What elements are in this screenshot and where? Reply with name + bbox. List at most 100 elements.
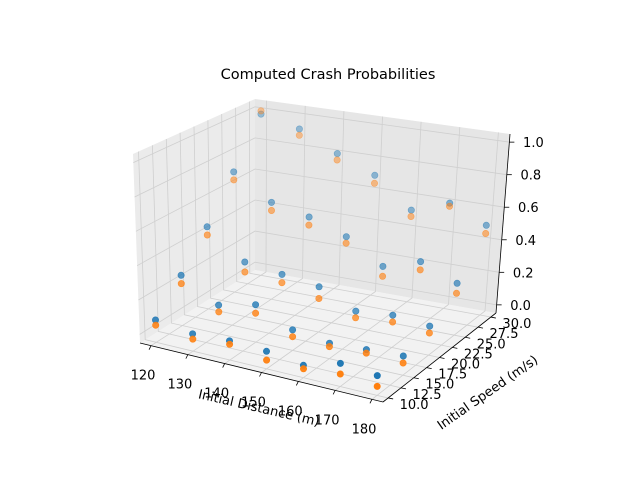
grid-line-y (152, 145, 402, 389)
z-tick-label: 0.2 (513, 266, 534, 281)
data-point-series-2 (336, 370, 344, 378)
data-point-series-2 (373, 382, 381, 390)
data-point-series-1 (417, 258, 425, 266)
data-point-series-2 (315, 294, 323, 302)
data-points (152, 107, 490, 390)
x-tick-mark (148, 345, 152, 350)
grid-line-x (187, 105, 306, 355)
axis-panes (133, 99, 510, 402)
chart-title: Computed Crash Probabilities (221, 67, 436, 83)
x-tick-mark (185, 354, 189, 359)
data-point-series-2 (333, 156, 341, 164)
data-point-series-1 (215, 301, 223, 309)
data-point-series-2 (152, 321, 160, 329)
y-tick-label: 20.0 (451, 358, 480, 373)
data-point-series-1 (289, 326, 297, 334)
grid-line-x (261, 116, 383, 373)
data-point-series-2 (263, 356, 271, 364)
data-point-series-1 (203, 223, 211, 231)
grid-line-x (150, 100, 268, 347)
data-point-series-1 (482, 221, 490, 229)
y-tick-label: 17.5 (438, 368, 467, 383)
data-point-series-1 (230, 168, 238, 176)
data-point-series-1 (389, 311, 397, 319)
grid-line-z (134, 137, 507, 198)
data-point-series-1 (305, 213, 313, 221)
z-axis-line (495, 133, 511, 314)
grid-line-x (334, 127, 461, 391)
y-tick-mark (400, 387, 407, 390)
tick-labels: 120 130 140 150 160 170 180 10.012.515.017.520.… (131, 136, 544, 437)
grid-line-z (135, 168, 505, 232)
y-tick-mark (477, 326, 484, 329)
x-tick-label: 180 (352, 422, 377, 437)
x-tick-mark (259, 372, 262, 377)
data-point-series-2 (362, 349, 370, 357)
y-tick-mark (439, 357, 445, 359)
grid-line-x (298, 121, 422, 382)
data-point-series-2 (257, 107, 265, 115)
data-point-series-2 (352, 314, 360, 322)
data-point-series-1 (295, 125, 303, 133)
data-point-series-1 (399, 352, 407, 360)
grid-line-z (136, 199, 502, 267)
data-point-series-2 (425, 329, 433, 337)
y-tick-mark (465, 336, 471, 339)
floor-pane (140, 270, 496, 402)
y-tick-mark (452, 346, 458, 349)
data-point-series-2 (215, 308, 223, 316)
data-point-series-1 (252, 301, 260, 309)
grid-line-y (249, 101, 491, 318)
grid-line-z (139, 261, 497, 335)
z-tick-label: 0.4 (515, 234, 536, 249)
data-point-series-2 (267, 207, 275, 215)
data-point-series-1 (257, 110, 265, 118)
x-tick-label: 150 (241, 396, 266, 411)
data-point-series-2 (325, 343, 333, 351)
data-point-series-2 (203, 231, 211, 239)
y-tick-mark (490, 316, 496, 319)
grid-line-y (138, 151, 389, 399)
data-point-series-2 (342, 239, 350, 247)
data-point-series-2 (452, 289, 460, 297)
x-tick-mark (295, 381, 299, 386)
data-point-series-2 (379, 272, 387, 280)
y-tick-label: 30.0 (502, 317, 531, 332)
data-point-series-1 (352, 307, 360, 315)
x-tick-label: 170 (315, 413, 340, 428)
y-tick-label: 22.5 (464, 347, 493, 362)
data-point-series-1 (267, 198, 275, 206)
grid-line-y (235, 107, 479, 328)
data-point-series-1 (262, 347, 270, 355)
x-tick-label: 130 (167, 378, 192, 393)
y-tick-label: 25.0 (477, 337, 506, 352)
data-point-series-2 (241, 268, 249, 276)
grid-line-y (193, 126, 440, 358)
data-point-series-2 (399, 359, 407, 367)
grid-line-x (224, 111, 345, 364)
x-tick-label: 140 (204, 387, 229, 402)
left-wall-pane (133, 99, 255, 343)
y-tick-label: 10.0 (400, 398, 429, 413)
data-point-series-1 (407, 206, 415, 214)
z-tick-label: 0.6 (518, 201, 539, 216)
back-wall-pane (255, 99, 510, 313)
data-point-series-2 (445, 202, 453, 210)
data-point-series-2 (416, 266, 424, 274)
data-point-series-1 (371, 171, 379, 179)
y-tick-label: 15.0 (425, 378, 454, 393)
data-point-series-1 (342, 233, 350, 241)
z-tick-label: 1.0 (523, 136, 544, 151)
data-point-series-1 (278, 270, 286, 278)
grid-line-y (221, 113, 466, 338)
data-point-series-2 (289, 333, 297, 341)
data-point-series-2 (407, 213, 415, 221)
y-tick-mark (388, 397, 394, 400)
data-point-series-2 (305, 221, 313, 229)
data-point-series-2 (252, 309, 260, 317)
grid-line-y (165, 138, 414, 379)
data-point-series-1 (315, 283, 323, 291)
y-tick-label: 12.5 (413, 388, 442, 403)
